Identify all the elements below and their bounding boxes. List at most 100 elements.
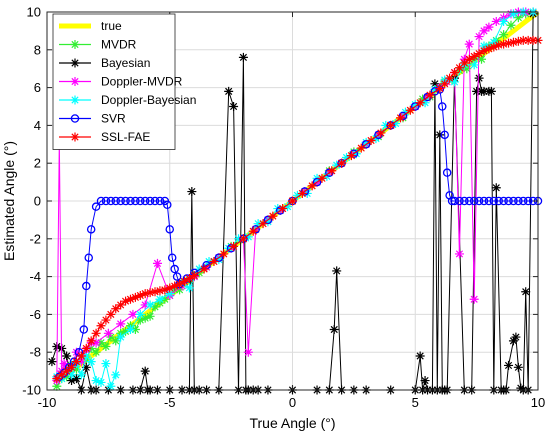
data-point-ssl-fae bbox=[317, 173, 327, 183]
data-point-svr bbox=[504, 196, 513, 206]
data-point-ssl-fae bbox=[415, 98, 425, 108]
data-point-doppler-bayesian bbox=[194, 264, 204, 274]
data-point-svr bbox=[361, 140, 371, 149]
data-point-ssl-fae bbox=[337, 158, 347, 168]
data-point-bayesian bbox=[430, 79, 440, 89]
data-point-doppler-bayesian bbox=[381, 120, 391, 130]
data-point-ssl-fae bbox=[76, 351, 86, 361]
data-point-mvdr bbox=[513, 13, 523, 23]
data-point-svr bbox=[111, 196, 120, 206]
data-point-doppler-mvdr bbox=[464, 39, 474, 49]
data-point-bayesian bbox=[224, 86, 234, 96]
data-point-svr bbox=[91, 202, 101, 211]
data-point-ssl-fae bbox=[125, 294, 135, 304]
data-point-mvdr bbox=[106, 332, 116, 342]
data-point-doppler-bayesian bbox=[165, 289, 175, 299]
data-point-ssl-fae bbox=[396, 113, 406, 123]
data-point-doppler-bayesian bbox=[135, 309, 145, 319]
legend-label: SSL-FAE bbox=[101, 130, 150, 144]
data-point-doppler-bayesian bbox=[420, 98, 430, 108]
legend-marker bbox=[70, 114, 80, 123]
data-point-doppler-bayesian bbox=[204, 256, 214, 266]
data-point-ssl-fae bbox=[91, 328, 101, 338]
y-tick-label: -2 bbox=[29, 231, 41, 246]
legend-item-svr: SVR bbox=[59, 112, 126, 126]
x-tick-label: -10 bbox=[38, 395, 57, 410]
data-point-doppler-mvdr bbox=[243, 347, 253, 357]
data-point-bayesian bbox=[47, 357, 57, 367]
data-point-bayesian bbox=[479, 86, 489, 96]
legend-label: Doppler-MVDR bbox=[101, 75, 183, 89]
data-point-bayesian bbox=[511, 332, 521, 342]
data-point-svr bbox=[450, 196, 459, 206]
data-point-svr bbox=[509, 196, 518, 206]
data-point-doppler-bayesian bbox=[67, 370, 77, 380]
data-point-svr bbox=[460, 196, 469, 206]
data-point-svr bbox=[499, 196, 508, 206]
data-point-ssl-fae bbox=[52, 374, 62, 384]
data-point-mvdr bbox=[175, 285, 185, 295]
data-point-doppler-bayesian bbox=[273, 204, 283, 214]
data-point-bayesian bbox=[521, 287, 531, 297]
data-point-doppler-mvdr bbox=[76, 357, 86, 367]
data-point-ssl-fae bbox=[494, 40, 504, 50]
data-point-mvdr bbox=[145, 311, 155, 321]
data-point-ssl-fae bbox=[150, 287, 160, 297]
data-point-doppler-bayesian bbox=[96, 377, 106, 387]
data-point-doppler-mvdr bbox=[474, 32, 484, 42]
data-point-svr bbox=[82, 281, 91, 291]
data-point-ssl-fae bbox=[121, 296, 131, 306]
data-point-bayesian bbox=[187, 187, 197, 197]
data-point-bayesian bbox=[508, 336, 518, 346]
data-point-svr bbox=[145, 196, 155, 206]
data-point-svr bbox=[519, 196, 528, 206]
data-point-ssl-fae bbox=[523, 35, 533, 45]
data-point-svr bbox=[96, 196, 106, 206]
data-point-doppler-mvdr bbox=[152, 258, 162, 268]
data-point-ssl-fae bbox=[484, 44, 494, 54]
data-point-svr bbox=[101, 196, 111, 206]
data-point-mvdr bbox=[506, 20, 516, 30]
data-point-mvdr bbox=[150, 302, 160, 312]
data-point-mvdr bbox=[86, 343, 96, 353]
data-point-mvdr bbox=[499, 30, 509, 40]
data-point-ssl-fae bbox=[165, 283, 175, 293]
data-point-doppler-mvdr bbox=[59, 359, 69, 369]
y-tick-label: 6 bbox=[34, 80, 41, 95]
legend-item-ssl-fae: SSL-FAE bbox=[59, 130, 150, 144]
data-point-ssl-fae bbox=[450, 67, 460, 77]
data-point-svr bbox=[523, 196, 533, 206]
y-tick-label: 4 bbox=[34, 118, 41, 133]
data-point-doppler-mvdr bbox=[140, 300, 150, 310]
data-point-doppler-bayesian bbox=[361, 137, 371, 147]
data-point-ssl-fae bbox=[346, 151, 356, 161]
x-tick-label: 5 bbox=[412, 395, 419, 410]
data-point-ssl-fae bbox=[440, 79, 450, 89]
data-point-ssl-fae bbox=[62, 366, 72, 376]
data-point-ssl-fae bbox=[140, 289, 150, 299]
data-point-ssl-fae bbox=[189, 271, 199, 281]
data-point-ssl-fae bbox=[67, 362, 77, 372]
data-point-svr bbox=[514, 196, 523, 206]
data-point-bayesian bbox=[504, 360, 514, 370]
data-point-bayesian bbox=[71, 374, 81, 384]
data-point-svr bbox=[163, 200, 172, 210]
data-point-doppler-mvdr bbox=[484, 22, 494, 32]
data-point-ssl-fae bbox=[386, 120, 396, 130]
legend-marker bbox=[70, 40, 80, 49]
data-point-ssl-fae bbox=[489, 42, 499, 52]
data-point-doppler-mvdr bbox=[116, 319, 126, 329]
data-point-bayesian bbox=[81, 362, 91, 372]
data-point-svr bbox=[430, 87, 440, 96]
data-point-doppler-mvdr bbox=[91, 338, 101, 348]
data-point-ssl-fae bbox=[155, 286, 165, 296]
data-point-svr bbox=[126, 196, 135, 206]
data-point-doppler-mvdr bbox=[469, 294, 479, 304]
data-point-ssl-fae bbox=[179, 276, 189, 286]
data-point-bayesian bbox=[513, 362, 523, 372]
data-point-bayesian bbox=[435, 130, 445, 140]
data-point-ssl-fae bbox=[307, 181, 317, 191]
data-point-ssl-fae bbox=[101, 315, 111, 325]
legend-label: true bbox=[101, 19, 122, 33]
legend-item-true: true bbox=[59, 19, 122, 33]
